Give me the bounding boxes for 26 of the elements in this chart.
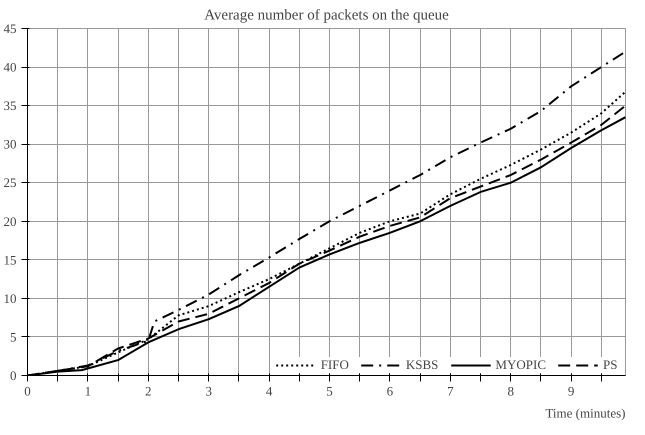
y-tick-label: 5	[10, 329, 16, 344]
x-tick-label: 6	[386, 384, 394, 398]
y-tick-label: 20	[4, 214, 16, 229]
x-tick-label: 0	[24, 384, 31, 398]
y-tick-label: 30	[4, 136, 16, 152]
y-tick-label: 10	[4, 290, 16, 306]
x-tick-label: 2	[145, 384, 152, 398]
x-tick-label: 3	[205, 384, 212, 398]
legend-label: PS	[603, 357, 618, 373]
x-tick-label: 1	[84, 384, 92, 398]
x-tick-label: 5	[326, 384, 333, 398]
y-tick-label: 35	[4, 98, 16, 114]
x-tick-label: 4	[266, 384, 273, 398]
chart-title: Average number of packets on the queue	[204, 8, 450, 24]
y-tick-label: 40	[4, 60, 16, 75]
y-tick-label: 0	[10, 368, 16, 383]
legend-label: MYOPIC	[495, 357, 546, 373]
y-tick-label: 25	[4, 175, 16, 190]
y-tick-label: 45	[4, 21, 16, 36]
x-tick-label: 9	[568, 384, 574, 398]
x-axis-title: Time (minutes)	[545, 406, 626, 420]
x-tick-label: 7	[447, 384, 454, 398]
legend-label: KSBS	[406, 357, 438, 373]
legend-label: FIFO	[320, 357, 349, 373]
y-tick-label: 15	[4, 252, 16, 268]
x-tick-label: 8	[507, 384, 514, 398]
